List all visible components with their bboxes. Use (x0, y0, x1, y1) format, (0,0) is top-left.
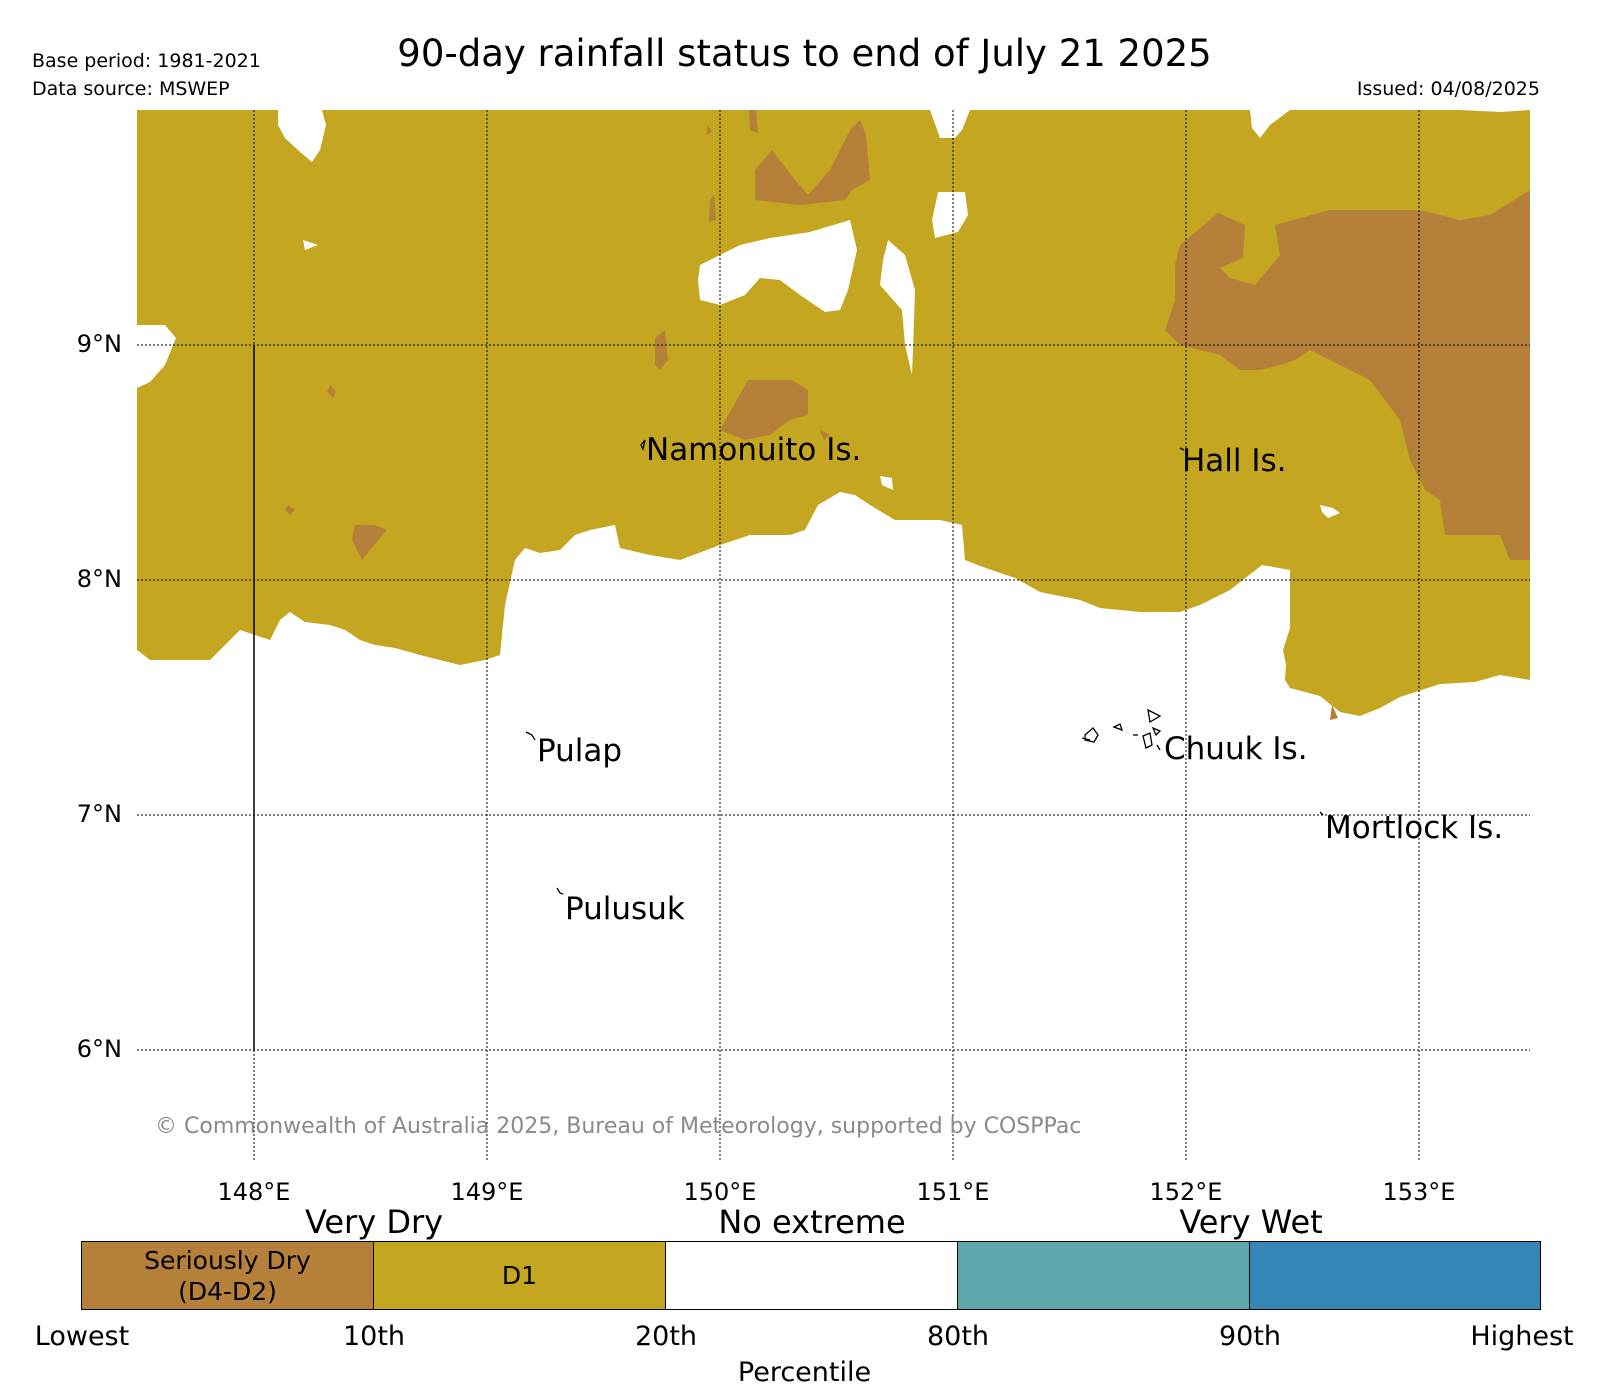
lon-label-153e: 153°E (1382, 1178, 1456, 1206)
legend-tick-80th: 80th (926, 1321, 990, 1352)
legend-box-d1: D1 (373, 1241, 666, 1310)
place-label-mortlock: Mortlock Is. (1325, 810, 1504, 846)
legend-tick-highest: Highest (1470, 1321, 1574, 1352)
legend-box-wet (957, 1241, 1250, 1310)
base-period: Base period: 1981-2021 (32, 50, 261, 72)
place-label-chuuk: Chuuk Is. (1164, 731, 1308, 767)
lon-label-149e: 149°E (450, 1178, 524, 1206)
lon-label-150e: 150°E (683, 1178, 757, 1206)
legend-box-label: Seriously Dry (144, 1245, 311, 1275)
place-label-hall: Hall Is. (1182, 443, 1287, 479)
legend-tick-90th: 90th (1218, 1321, 1282, 1352)
island-outlines (525, 439, 1324, 895)
place-label-pulusuk: Pulusuk (565, 891, 685, 927)
place-label-pulap: Pulap (537, 733, 623, 769)
lat-label-8n: 8°N (76, 565, 122, 593)
lat-label-6n: 6°N (76, 1035, 122, 1063)
lat-label-9n: 9°N (76, 330, 122, 358)
copyright-notice: © Commonwealth of Australia 2025, Bureau… (155, 1114, 1082, 1139)
legend-axis-title: Percentile (737, 1357, 872, 1388)
seriously-dry-region (285, 110, 1530, 720)
page-title: 90-day rainfall status to end of July 21… (397, 32, 1212, 75)
place-label-namonuito: Namonuito Is. (646, 432, 862, 468)
legend-tick-20th: 20th (634, 1321, 698, 1352)
data-source: Data source: MSWEP (32, 78, 230, 100)
no-extreme-gaps (137, 110, 1530, 518)
issued-date: Issued: 04/08/2025 (1356, 78, 1540, 100)
lat-label-7n: 7°N (76, 800, 122, 828)
legend-category-very-wet: Very Wet (1179, 1203, 1323, 1241)
legend-category-no-extreme: No extreme (718, 1203, 906, 1241)
lon-label-148e: 148°E (217, 1178, 291, 1206)
legend-box-sublabel: (D4-D2) (178, 1276, 277, 1306)
legend-tick-10th: 10th (342, 1321, 406, 1352)
legend-box-seriously-dry: Seriously Dry (D4-D2) (81, 1241, 374, 1310)
legend-box-no-extreme (665, 1241, 958, 1310)
legend-category-very-dry: Very Dry (304, 1203, 444, 1241)
lon-label-152e: 152°E (1149, 1178, 1223, 1206)
legend-box-very-wet (1249, 1241, 1541, 1310)
legend-box-label: D1 (501, 1261, 538, 1290)
lon-label-151e: 151°E (916, 1178, 990, 1206)
legend-tick-lowest: Lowest (34, 1321, 130, 1352)
